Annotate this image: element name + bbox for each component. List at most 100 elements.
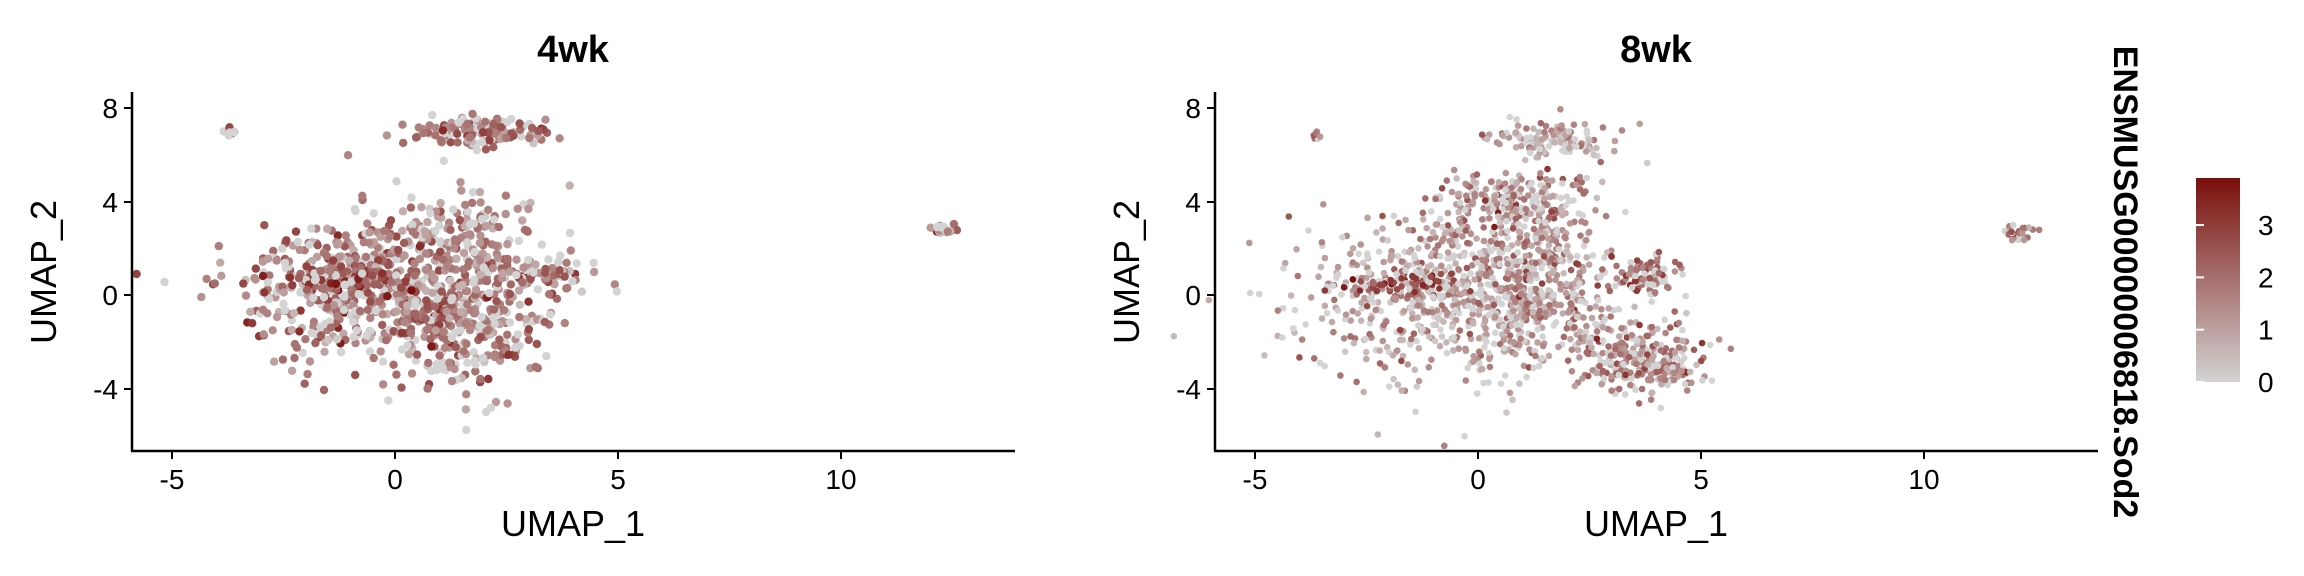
cell-point [1388,247,1395,255]
cell-point [1612,345,1619,353]
x-axis-4wk: -5 0 5 10 UMAP_1 [131,449,1015,544]
cell-point [1480,205,1487,212]
cell-point [1436,285,1443,292]
cell-point [486,403,496,412]
cell-point [1678,367,1685,375]
cell-point [392,232,401,241]
cell-point [1665,284,1672,292]
cell-point [1686,368,1694,376]
cell-point [347,277,356,286]
cell-point [1496,316,1504,323]
cell-point [1602,359,1609,367]
cell-point [1485,349,1493,357]
cell-point [313,241,322,250]
cell-point [1530,364,1538,372]
cell-point [1361,283,1368,290]
cell-point [1523,134,1531,142]
cell-point [461,319,471,328]
cell-point [455,215,464,225]
cell-point [1581,120,1589,128]
cell-point [489,305,499,314]
cell-point [563,283,572,293]
cell-point [453,138,462,147]
cell-point [1296,354,1303,361]
cell-point [1439,223,1446,231]
cell-point [1471,190,1479,198]
cell-point [450,235,460,244]
cell-point [1504,227,1511,235]
cell-point [1483,331,1490,338]
cell-point [1580,190,1587,197]
cell-point [360,276,369,285]
cell-point [572,259,581,268]
cell-point [448,293,457,303]
cell-point [1482,271,1490,278]
cell-point [1478,131,1486,138]
cell-point [1436,342,1444,350]
cell-point [1644,332,1652,340]
cell-point [492,241,501,250]
cell-point [524,335,533,345]
cell-point [435,351,444,360]
cell-point [241,291,251,300]
cell-point [1440,318,1447,326]
cell-point [469,348,478,357]
cell-point [1647,259,1655,266]
cell-point [248,319,257,328]
cell-point [1407,304,1414,312]
cell-point [1440,235,1447,242]
cell-point [545,290,554,299]
cell-point [1607,352,1615,360]
cell-point [481,145,491,154]
cell-point [1508,242,1516,249]
cell-point [1627,264,1635,272]
cell-point [1426,235,1434,243]
cell-point [478,353,488,363]
cell-point [476,270,485,279]
cell-point [1506,113,1514,121]
cell-point [465,133,475,142]
cell-point [1583,174,1591,182]
cell-point [1599,367,1607,375]
cell-point [505,289,515,299]
cell-point [357,269,367,278]
cell-point [1693,361,1700,369]
cell-point [1563,248,1571,255]
cell-point [1520,362,1528,370]
cell-point [1437,252,1444,260]
cell-point [1418,269,1425,276]
cell-point [479,263,488,272]
cell-point [1373,287,1381,295]
cell-point [1357,278,1365,285]
cell-point [363,288,373,297]
y-tick-label: 8 [102,93,118,124]
cell-point [1328,318,1336,326]
cell-point [1599,266,1606,273]
cell-point [285,273,295,282]
cell-point [1568,301,1575,308]
cell-point [1566,144,1573,152]
cell-point [1379,337,1387,345]
x-tick-label: -5 [1243,464,1268,495]
cell-point [1307,294,1315,301]
cell-point [1528,331,1536,339]
cell-point [1461,252,1468,259]
cell-point [503,399,512,408]
cell-point [445,358,454,367]
cell-point [452,254,461,263]
cell-point [423,217,432,227]
cell-point [326,323,336,332]
cell-point [1462,180,1469,188]
cell-point [1409,298,1416,306]
cell-point [1376,347,1383,354]
cell-point [480,117,490,127]
cell-point [1443,349,1451,357]
cell-point [1652,340,1660,348]
cell-point [546,310,555,319]
cell-point [329,301,339,310]
cell-point [423,384,432,393]
cell-point [1347,250,1354,258]
cell-point [394,245,403,255]
cell-point [410,259,419,268]
cell-point [1597,158,1604,166]
